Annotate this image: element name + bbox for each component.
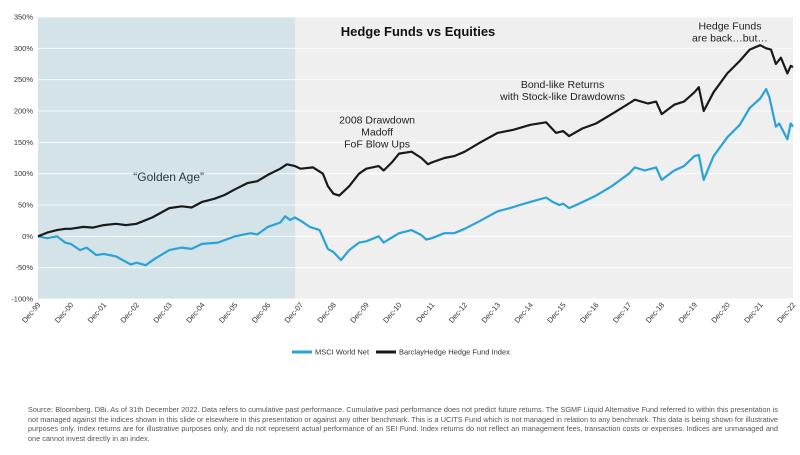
y-tick-label: 150% xyxy=(14,138,34,147)
y-tick-label: -100% xyxy=(11,295,33,304)
y-tick-label: 50% xyxy=(18,201,33,210)
x-tick-label: Dec-01 xyxy=(86,301,108,325)
annotation-line: Madoff xyxy=(361,127,393,139)
chart-svg: 350% 300% 250% 200% 150% 100% 50% 0% -50% -100% D… xyxy=(11,13,797,357)
x-tick-label: Dec-17 xyxy=(611,301,633,325)
gridlines xyxy=(38,16,793,300)
golden-age-shaded-region xyxy=(38,17,296,299)
annotation-line: Bond-like Returns xyxy=(521,79,604,91)
chart-title: Hedge Funds vs Equities xyxy=(341,24,496,39)
y-tick-label: 350% xyxy=(14,13,34,22)
x-tick-label: Dec-07 xyxy=(283,301,305,325)
x-tick-label: Dec-12 xyxy=(447,301,469,325)
y-tick-label: 200% xyxy=(14,107,34,116)
golden-age-annotation: “Golden Age” xyxy=(133,170,204,184)
legend: MSCI World Net BarclayHedge Hedge Fund In… xyxy=(292,348,510,357)
x-tick-label: Dec-13 xyxy=(480,301,502,325)
annotation-line: FoF Blow Ups xyxy=(344,139,410,151)
x-tick-label: Dec-04 xyxy=(184,301,206,325)
x-axis: Dec-99 Dec-00 Dec-01 Dec-02 Dec-03 Dec-04 Dec-… xyxy=(20,301,797,325)
x-tick-label: Dec-10 xyxy=(381,301,403,325)
x-tick-label: Dec-11 xyxy=(414,301,436,325)
x-tick-label: Dec-03 xyxy=(151,301,173,325)
x-tick-label: Dec-21 xyxy=(742,301,764,325)
x-tick-label: Dec-02 xyxy=(119,301,141,325)
annotation-line: 2008 Drawdown xyxy=(339,115,415,127)
legend-label: BarclayHedge Hedge Fund Index xyxy=(399,348,510,357)
x-tick-label: Dec-00 xyxy=(53,301,75,325)
chart-annotation: Bond-like Returns with Stock-like Drawdow… xyxy=(499,79,625,103)
x-tick-label: Dec-09 xyxy=(348,301,370,325)
series-line-barclayhedge-hedge-fund-index xyxy=(37,44,794,238)
x-tick-label: Dec-14 xyxy=(512,301,534,325)
y-axis: 350% 300% 250% 200% 150% 100% 50% 0% -50% -100% xyxy=(11,13,33,304)
y-tick-label: -50% xyxy=(15,263,33,272)
x-tick-label: Dec-18 xyxy=(644,301,666,325)
series-lines xyxy=(37,44,794,267)
x-tick-label: Dec-22 xyxy=(775,301,797,325)
annotation-line: are back…but… xyxy=(692,33,768,45)
source-footnote: Source: Bloomberg. DBi. As of 31th Decem… xyxy=(28,405,778,443)
annotation-line: Hedge Funds xyxy=(698,21,761,33)
y-tick-label: 250% xyxy=(14,75,34,84)
x-tick-label: Dec-06 xyxy=(250,301,272,325)
y-tick-label: 100% xyxy=(14,169,34,178)
annotation-line: with Stock-like Drawdowns xyxy=(499,91,625,103)
legend-label: MSCI World Net xyxy=(315,348,370,357)
x-tick-label: Dec-19 xyxy=(677,301,699,325)
x-tick-label: Dec-15 xyxy=(545,301,567,325)
y-tick-label: 0% xyxy=(22,232,33,241)
chart-annotation: Hedge Funds are back…but… xyxy=(692,21,768,45)
x-tick-label: Dec-05 xyxy=(217,301,239,325)
x-tick-label: Dec-08 xyxy=(316,301,338,325)
annotation-line: “Golden Age” xyxy=(133,170,204,184)
y-tick-label: 300% xyxy=(14,44,34,53)
chart-annotation: 2008 Drawdown Madoff FoF Blow Ups xyxy=(339,115,415,151)
x-tick-label: Dec-99 xyxy=(20,301,42,325)
x-tick-label: Dec-16 xyxy=(578,301,600,325)
series-line-msci-world-net xyxy=(37,88,794,267)
annotations: Hedge Funds are back…but… Bond-like Return… xyxy=(133,21,768,185)
x-tick-label: Dec-20 xyxy=(709,301,731,325)
